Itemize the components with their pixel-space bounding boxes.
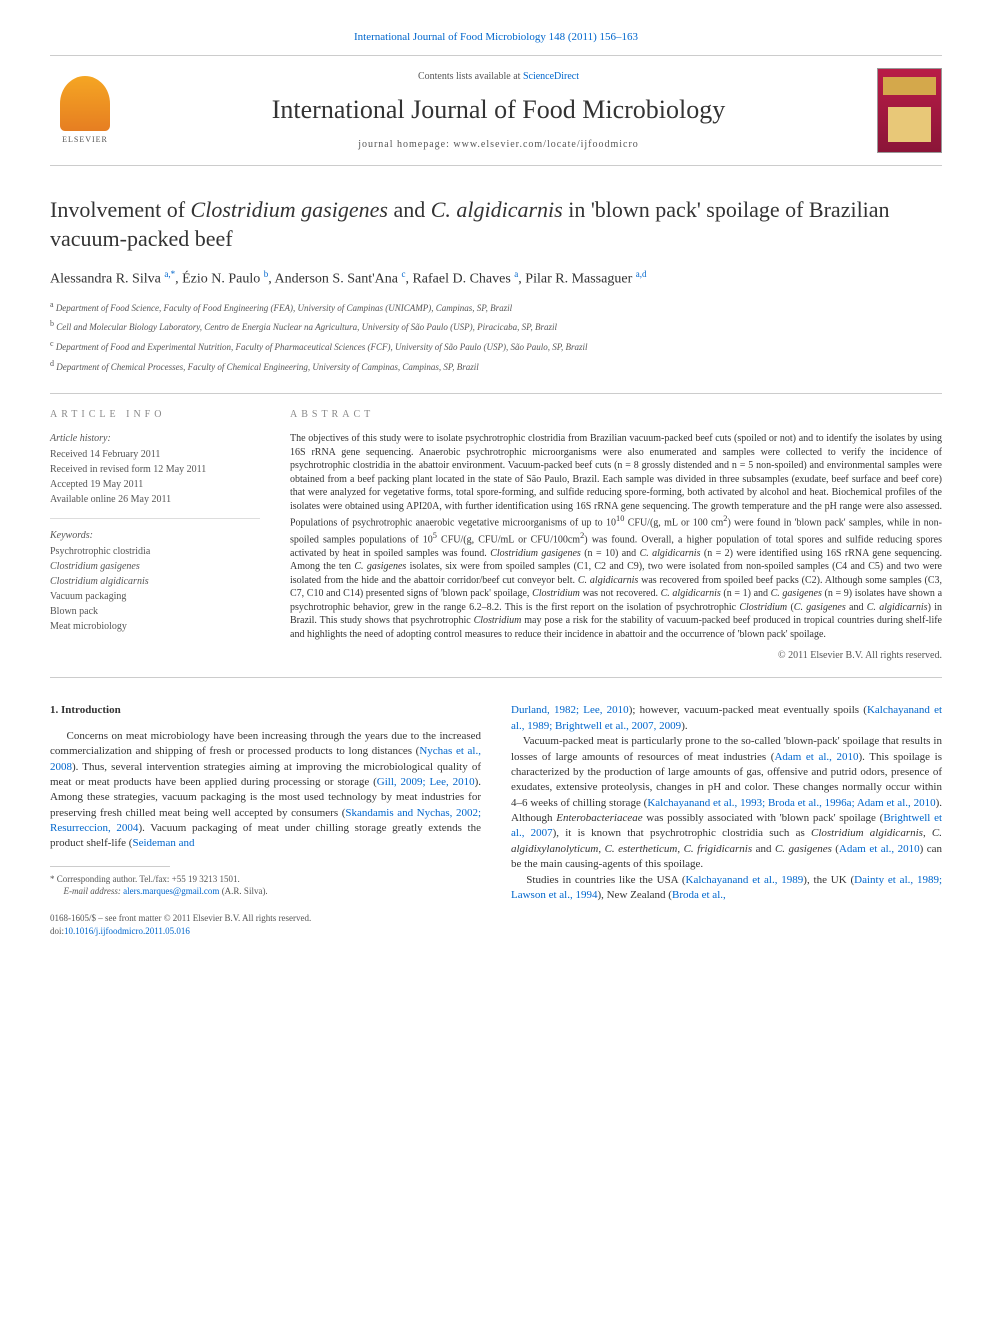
body-columns: 1. Introduction Concerns on meat microbi… xyxy=(50,703,942,937)
author-4: Rafael D. Chaves xyxy=(412,271,510,286)
affiliation-a-text: Department of Food Science, Faculty of F… xyxy=(56,303,512,313)
author-2: Ézio N. Paulo xyxy=(182,271,260,286)
history-label: Article history: xyxy=(50,432,260,446)
author-5-aff: a,d xyxy=(636,269,647,279)
title-p1: Involvement of xyxy=(50,197,191,222)
footnote-email-who: (A.R. Silva). xyxy=(222,886,268,896)
masthead-center: Contents lists available at ScienceDirec… xyxy=(140,70,857,152)
meta-row: article info Article history: Received 1… xyxy=(50,393,942,678)
keyword-4: Vacuum packaging xyxy=(50,590,260,604)
homepage-prefix: journal homepage: xyxy=(358,139,453,150)
doi-label: doi: xyxy=(50,926,64,936)
footnote-email-label: E-mail address: xyxy=(64,886,121,896)
author-1: Alessandra R. Silva xyxy=(50,271,161,286)
intro-heading: 1. Introduction xyxy=(50,703,481,718)
footnote-separator xyxy=(50,866,170,867)
footnote-email: E-mail address: alers.marques@gmail.com … xyxy=(50,885,481,898)
article-title: Involvement of Clostridium gasigenes and… xyxy=(50,196,942,253)
author-5: Pilar R. Massaguer xyxy=(525,271,632,286)
intro-col2-text: Durland, 1982; Lee, 2010); however, vacu… xyxy=(511,703,942,903)
article-info-heading: article info xyxy=(50,408,260,422)
elsevier-logo: ELSEVIER xyxy=(50,71,120,151)
abstract: abstract The objectives of this study we… xyxy=(290,408,942,663)
author-2-aff: b xyxy=(264,269,269,279)
footnote-star-icon: * xyxy=(50,874,57,884)
top-citation-link[interactable]: International Journal of Food Microbiolo… xyxy=(354,31,638,43)
footnote-corr-text: Corresponding author. Tel./fax: +55 19 3… xyxy=(57,874,240,884)
bottom-matter: 0168-1605/$ – see front matter © 2011 El… xyxy=(50,912,481,937)
homepage-line: journal homepage: www.elsevier.com/locat… xyxy=(140,138,857,152)
affiliation-a: a Department of Food Science, Faculty of… xyxy=(50,299,942,315)
affiliation-d: d Department of Chemical Processes, Facu… xyxy=(50,358,942,374)
affiliation-b-text: Cell and Molecular Biology Laboratory, C… xyxy=(56,322,557,332)
keyword-5: Blown pack xyxy=(50,605,260,619)
intro-col1-text: Concerns on meat microbiology have been … xyxy=(50,729,481,852)
keyword-1: Psychrotrophic clostridia xyxy=(50,545,260,559)
abstract-heading: abstract xyxy=(290,408,942,422)
contents-prefix: Contents lists available at xyxy=(418,71,523,82)
column-right: Durland, 1982; Lee, 2010); however, vacu… xyxy=(511,703,942,937)
title-p4: C. algidicarnis xyxy=(431,197,563,222)
affiliation-c-text: Department of Food and Experimental Nutr… xyxy=(56,342,588,352)
elsevier-label: ELSEVIER xyxy=(62,134,108,145)
keyword-2-text: Clostridium gasigenes xyxy=(50,561,140,572)
sciencedirect-link[interactable]: ScienceDirect xyxy=(523,71,579,82)
author-3-aff: c xyxy=(401,269,405,279)
journal-cover-thumbnail xyxy=(877,68,942,153)
masthead: ELSEVIER Contents lists available at Sci… xyxy=(50,55,942,166)
history-received: Received 14 February 2011 xyxy=(50,448,260,462)
author-4-aff: a xyxy=(514,269,518,279)
history-revised: Received in revised form 12 May 2011 xyxy=(50,463,260,477)
issn-line: 0168-1605/$ – see front matter © 2011 El… xyxy=(50,912,481,925)
title-p2: Clostridium gasigenes xyxy=(191,197,388,222)
abstract-copyright: © 2011 Elsevier B.V. All rights reserved… xyxy=(290,649,942,663)
history-block: Article history: Received 14 February 20… xyxy=(50,432,260,519)
affiliation-b: b Cell and Molecular Biology Laboratory,… xyxy=(50,318,942,334)
abstract-text: The objectives of this study were to iso… xyxy=(290,432,942,641)
keyword-6: Meat microbiology xyxy=(50,620,260,634)
affiliation-d-text: Department of Chemical Processes, Facult… xyxy=(56,362,478,372)
doi-line: doi:10.1016/j.ijfoodmicro.2011.05.016 xyxy=(50,925,481,938)
keyword-3: Clostridium algidicarnis xyxy=(50,575,260,589)
history-accepted: Accepted 19 May 2011 xyxy=(50,478,260,492)
affiliation-c: c Department of Food and Experimental Nu… xyxy=(50,338,942,354)
author-list: Alessandra R. Silva a,*, Ézio N. Paulo b… xyxy=(50,268,942,289)
doi-value[interactable]: 10.1016/j.ijfoodmicro.2011.05.016 xyxy=(64,926,190,936)
author-3: Anderson S. Sant'Ana xyxy=(274,271,397,286)
column-left: 1. Introduction Concerns on meat microbi… xyxy=(50,703,481,937)
footnote-email-address[interactable]: alers.marques@gmail.com xyxy=(123,886,219,896)
title-p3: and xyxy=(388,197,431,222)
journal-title: International Journal of Food Microbiolo… xyxy=(140,92,857,128)
elsevier-tree-icon xyxy=(60,76,110,131)
keyword-2: Clostridium gasigenes xyxy=(50,560,260,574)
top-citation: International Journal of Food Microbiolo… xyxy=(50,30,942,45)
article-info: article info Article history: Received 1… xyxy=(50,408,260,663)
author-1-corr-star: * xyxy=(171,269,176,279)
footnote-corresponding: * Corresponding author. Tel./fax: +55 19… xyxy=(50,873,481,886)
contents-line: Contents lists available at ScienceDirec… xyxy=(140,70,857,84)
keyword-3-text: Clostridium algidicarnis xyxy=(50,576,149,587)
homepage-url: www.elsevier.com/locate/ijfoodmicro xyxy=(453,139,638,150)
keywords-label: Keywords: xyxy=(50,529,260,543)
history-online: Available online 26 May 2011 xyxy=(50,493,260,507)
